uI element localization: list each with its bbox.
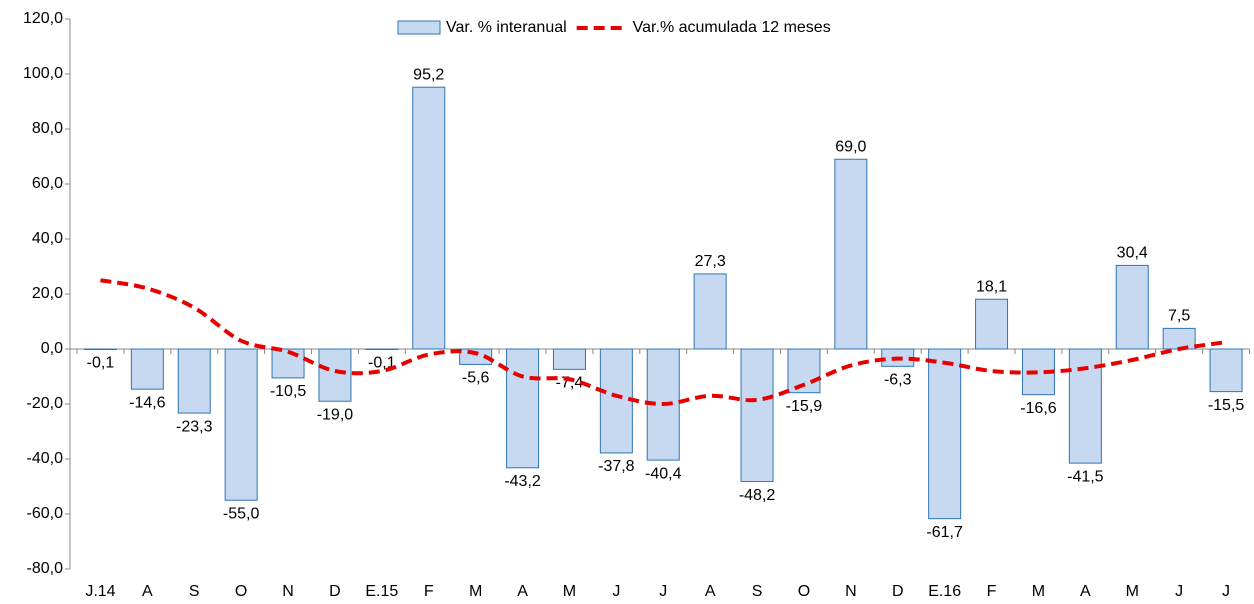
y-tick-label: -40,0: [27, 450, 64, 467]
x-tick-label: F: [424, 583, 434, 600]
x-tick-label: S: [752, 583, 763, 600]
y-tick-label: 80,0: [32, 120, 63, 137]
y-tick-label: 0,0: [41, 340, 63, 357]
bar: [552, 348, 586, 370]
data-label: -10,5: [270, 383, 307, 400]
bar: [1162, 327, 1196, 350]
legend-label: Var.% acumulada 12 meses: [633, 19, 831, 36]
x-tick-label: J: [659, 583, 667, 600]
data-label: 69,0: [835, 138, 866, 155]
legend-swatch: [397, 20, 441, 35]
bar: [928, 348, 962, 520]
x-tick-label: A: [517, 583, 528, 600]
data-label: -16,6: [1020, 400, 1057, 417]
x-tick-label: O: [235, 583, 247, 600]
y-tick-label: 20,0: [32, 285, 63, 302]
x-tick-label: M: [1126, 583, 1139, 600]
x-tick-label: A: [705, 583, 716, 600]
data-label: -15,5: [1208, 397, 1245, 414]
data-label: -37,8: [598, 458, 635, 475]
data-label: -7,4: [556, 375, 584, 392]
legend-label: Var. % interanual: [446, 19, 567, 36]
bar: [693, 273, 727, 350]
data-label: -23,3: [176, 418, 213, 435]
y-tick-label: 100,0: [23, 65, 63, 82]
x-tick-label: A: [142, 583, 153, 600]
bar: [834, 158, 868, 350]
x-tick-label: J.14: [85, 583, 115, 600]
x-tick-label: A: [1080, 583, 1091, 600]
x-tick-label: M: [469, 583, 482, 600]
line: [100, 278, 1227, 407]
data-label: -48,2: [739, 487, 776, 504]
bar: [412, 86, 446, 350]
bar: [83, 348, 117, 350]
y-tick-label: 40,0: [32, 230, 63, 247]
x-tick-label: J: [1222, 583, 1230, 600]
x-tick-label: N: [845, 583, 857, 600]
data-label: 7,5: [1168, 308, 1190, 325]
bar: [506, 348, 540, 469]
data-label: -41,5: [1067, 468, 1104, 485]
bar: [224, 348, 258, 501]
y-tick-label: -60,0: [27, 505, 64, 522]
bar: [365, 348, 399, 350]
bar: [177, 348, 211, 414]
bar: [975, 298, 1009, 350]
bar: [1209, 348, 1243, 393]
data-label: -15,9: [786, 398, 823, 415]
x-tick-label: D: [329, 583, 341, 600]
x-tick-label: O: [798, 583, 810, 600]
x-tick-label: E.16: [928, 583, 961, 600]
bar: [1115, 264, 1149, 350]
y-tick-label: 60,0: [32, 175, 63, 192]
x-tick-label: D: [892, 583, 904, 600]
x-tick-label: N: [282, 583, 294, 600]
y-tick-label: 120,0: [23, 10, 63, 27]
data-label: -55,0: [223, 505, 260, 522]
bar: [318, 348, 352, 402]
bar: [599, 348, 633, 454]
x-tick-label: M: [1032, 583, 1045, 600]
x-tick-label: S: [189, 583, 200, 600]
data-label: -19,0: [317, 406, 354, 423]
data-label: -61,7: [926, 524, 963, 541]
x-tick-label: F: [987, 583, 997, 600]
data-label: -5,6: [462, 370, 490, 387]
x-tick-label: J: [612, 583, 620, 600]
bar: [740, 348, 774, 483]
data-label: 95,2: [413, 66, 444, 83]
data-label: -14,6: [129, 394, 166, 411]
data-label: 30,4: [1117, 245, 1148, 262]
data-label: 18,1: [976, 278, 1007, 295]
y-tick-label: -80,0: [27, 560, 64, 577]
data-label: -6,3: [884, 372, 912, 389]
data-label: 27,3: [695, 253, 726, 270]
data-label: -40,4: [645, 465, 682, 482]
data-label: -0,1: [87, 354, 115, 371]
x-tick-label: E.15: [365, 583, 398, 600]
y-tick-label: -20,0: [27, 395, 64, 412]
x-tick-label: J: [1175, 583, 1183, 600]
data-label: -43,2: [504, 473, 541, 490]
x-tick-label: M: [563, 583, 576, 600]
bar: [130, 348, 164, 390]
